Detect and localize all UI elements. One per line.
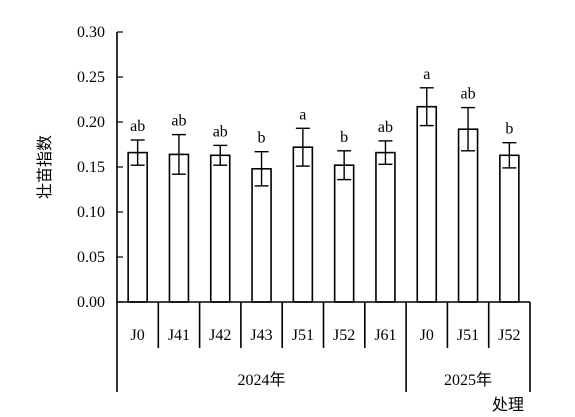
- x-tick-label: J51: [292, 327, 314, 344]
- significance-label: a: [299, 106, 306, 123]
- bar: [457, 128, 479, 303]
- bar: [209, 154, 231, 303]
- bar: [251, 168, 272, 303]
- x-tick-label: J41: [168, 327, 190, 344]
- significance-label: ab: [460, 86, 475, 103]
- y-tick-label: 0.25: [77, 69, 105, 86]
- group-label: 2024年: [238, 371, 286, 389]
- significance-label: b: [258, 130, 266, 147]
- x-axis: J0 J41 J42 J43 J51 J52 J61 J0 J51 J52 2024年 2025年: [116, 301, 531, 392]
- bar: [168, 153, 190, 303]
- x-tick-label: J52: [498, 327, 520, 344]
- bar: [333, 164, 355, 303]
- x-tick-label: J43: [250, 327, 272, 344]
- y-tick-label: 0.15: [77, 159, 105, 176]
- bar: [499, 154, 520, 303]
- x-axis-title: 处理: [492, 395, 524, 414]
- y-tick-label: 0.30: [77, 24, 105, 41]
- bar: [127, 151, 148, 303]
- significance-label: ab: [130, 118, 145, 135]
- bar: [292, 146, 314, 303]
- x-tick-label: J52: [333, 327, 355, 344]
- x-tick-label: J42: [209, 327, 231, 344]
- y-tick-label: 0.10: [77, 204, 105, 221]
- significance-label: ab: [378, 119, 393, 136]
- significance-label: a: [423, 66, 430, 83]
- significance-label: ab: [213, 123, 228, 140]
- bar: [416, 105, 438, 303]
- x-tick-label: J51: [457, 327, 479, 344]
- significance-label: ab: [171, 113, 186, 130]
- significance-label: b: [340, 129, 348, 146]
- group-label: 2025年: [444, 371, 492, 389]
- significance-label: b: [505, 121, 513, 138]
- y-axis-title: 壮苗指数: [35, 135, 54, 199]
- y-axis: 0.00 0.05 0.10 0.15 0.20 0.25 0.30: [77, 24, 123, 311]
- x-tick-label: J61: [374, 327, 396, 344]
- y-tick-label: 0.20: [77, 114, 105, 131]
- y-tick-label: 0.05: [77, 249, 105, 266]
- x-tick-label: J0: [131, 327, 145, 344]
- y-tick-label: 0.00: [77, 294, 105, 311]
- bar: [375, 151, 396, 303]
- x-tick-label: J0: [420, 327, 434, 344]
